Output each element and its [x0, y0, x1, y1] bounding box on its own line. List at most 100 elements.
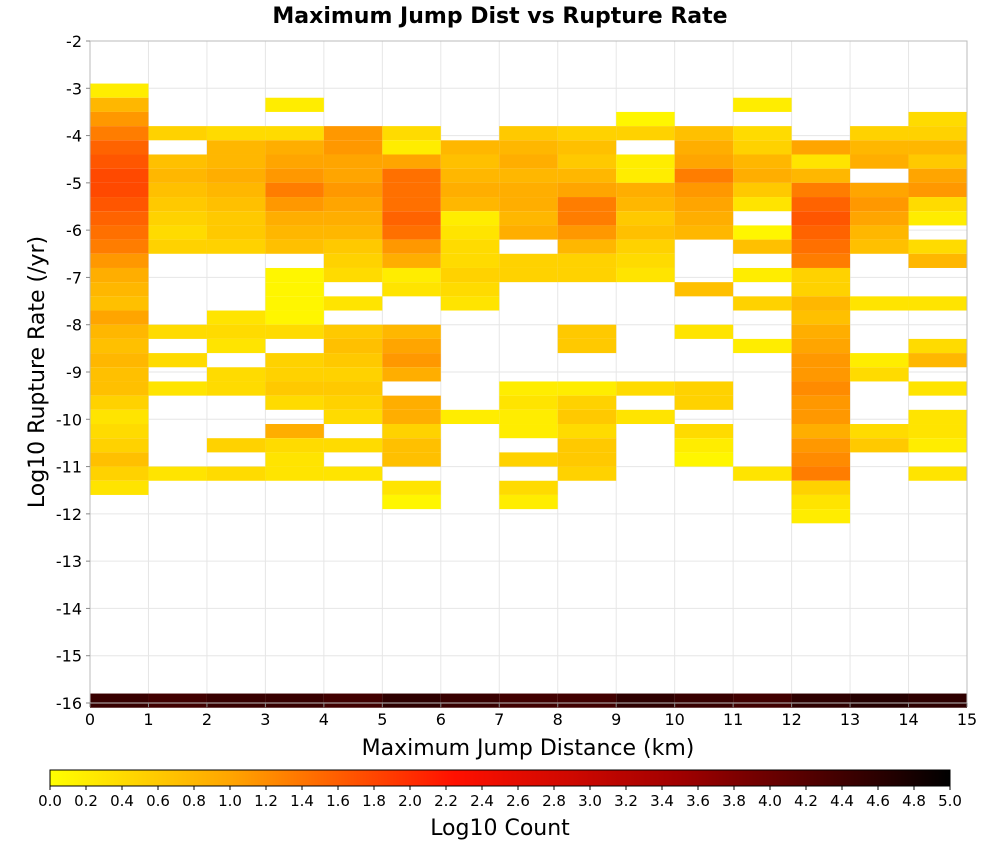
- heatmap-cell: [206, 126, 266, 141]
- heatmap-cell: [791, 466, 851, 481]
- heatmap-cell: [206, 140, 266, 155]
- heatmap-cell: [90, 83, 149, 98]
- heatmap-cell: [440, 225, 500, 240]
- heatmap-cell: [90, 225, 149, 240]
- heatmap-cell: [265, 466, 324, 481]
- heatmap-cell: [791, 154, 851, 169]
- heatmap-cell: [557, 253, 617, 268]
- heatmap-cell: [440, 168, 500, 183]
- heatmap-cell: [323, 409, 383, 425]
- heatmap-cell: [265, 310, 324, 325]
- heatmap-cell: [908, 381, 967, 396]
- heatmap-cell: [265, 381, 324, 396]
- y-tick-label: -7: [66, 268, 82, 287]
- heatmap-cell: [90, 126, 149, 141]
- heatmap-cell: [323, 466, 383, 481]
- heatmap-cell: [674, 438, 734, 453]
- y-tick-label: -3: [66, 79, 82, 98]
- heatmap-cell: [323, 438, 383, 453]
- heatmap-cell: [382, 126, 441, 141]
- heatmap-cell: [674, 154, 734, 169]
- heatmap-cell: [440, 409, 500, 425]
- heatmap-cell: [557, 395, 617, 410]
- heatmap-cell: [323, 267, 383, 283]
- heatmap-cell: [908, 353, 967, 368]
- heatmap-cell: [323, 225, 383, 240]
- heatmap-cell: [499, 424, 558, 439]
- heatmap-cell: [908, 338, 967, 354]
- colorbar-tick-label: 2.8: [542, 792, 566, 810]
- heatmap-cell: [382, 168, 441, 183]
- heatmap-cell: [908, 182, 967, 198]
- heatmap-cell: [90, 182, 149, 198]
- heatmap-cell: [206, 168, 266, 183]
- heatmap-cell: [850, 154, 909, 169]
- heatmap-cell: [733, 338, 792, 354]
- colorbar-tick-label: 1.6: [326, 792, 350, 810]
- heatmap-cell: [908, 438, 967, 453]
- heatmap-cell: [148, 239, 207, 254]
- heatmap-cell: [382, 182, 441, 198]
- heatmap-cell: [90, 367, 149, 382]
- y-tick-label: -10: [56, 410, 82, 429]
- heatmap-cell: [265, 197, 324, 212]
- heatmap-cell: [90, 452, 149, 467]
- heatmap-cell: [90, 211, 149, 226]
- heatmap-cell: [382, 225, 441, 240]
- heatmap-cell: [850, 424, 909, 439]
- colorbar-tick-label: 3.6: [686, 792, 710, 810]
- heatmap-cell: [499, 409, 558, 425]
- heatmap-cell: [90, 140, 149, 155]
- heatmap-cell: [733, 239, 792, 254]
- heatmap-cell: [440, 693, 500, 708]
- colorbar-tick-label: 4.0: [758, 792, 782, 810]
- heatmap-cell: [557, 466, 617, 481]
- heatmap-cell: [265, 367, 324, 382]
- heatmap-cell: [616, 267, 675, 283]
- heatmap-cell: [382, 395, 441, 410]
- heatmap-cells: [90, 83, 967, 708]
- heatmap-cell: [499, 154, 558, 169]
- y-tick-label: -6: [66, 221, 82, 240]
- colorbar-tick-label: 0.0: [38, 792, 62, 810]
- colorbar-tick-label: 2.4: [470, 792, 494, 810]
- y-axis-ticks: -2 -3 -4 -5 -6 -7 -8 -9 -10 -11 -12 -13 -14 -15 -16: [56, 32, 90, 713]
- heatmap-cell: [499, 253, 558, 268]
- heatmap-cell: [908, 239, 967, 254]
- heatmap-cell: [791, 310, 851, 325]
- heatmap-cell: [908, 693, 967, 708]
- heatmap-cell: [440, 211, 500, 226]
- heatmap-cell: [90, 168, 149, 183]
- heatmap-cell: [791, 395, 851, 410]
- heatmap-cell: [850, 353, 909, 368]
- heatmap-cell: [265, 353, 324, 368]
- heatmap-cell: [90, 267, 149, 283]
- colorbar-ticks: 0.0 0.2 0.4 0.6 0.8 1.0 1.2 1.4 1.6 1.8 2.0 2.2 2.4 2…: [38, 786, 962, 810]
- heatmap-cell: [265, 168, 324, 183]
- heatmap-cell: [440, 154, 500, 169]
- colorbar-label: Log10 Count: [430, 816, 570, 841]
- heatmap-cell: [908, 126, 967, 141]
- heatmap-cell: [557, 381, 617, 396]
- heatmap-cell: [557, 693, 617, 708]
- heatmap-cell: [206, 367, 266, 382]
- heatmap-cell: [791, 381, 851, 396]
- heatmap-cell: [90, 197, 149, 212]
- heatmap-cell: [791, 324, 851, 339]
- heatmap-cell: [674, 324, 734, 339]
- heatmap-cell: [382, 140, 441, 155]
- heatmap-cell: [206, 693, 266, 708]
- x-axis-ticks: 0 1 2 3 4 5 6 7 8 9 10 11 12 13 14 15: [85, 703, 977, 729]
- heatmap-cell: [791, 225, 851, 240]
- x-tick-label: 13: [840, 710, 860, 729]
- heatmap-cell: [791, 338, 851, 354]
- heatmap-cell: [616, 168, 675, 183]
- heatmap-cell: [791, 267, 851, 283]
- heatmap-cell: [557, 438, 617, 453]
- heatmap-cell: [323, 296, 383, 311]
- heatmap-cell: [616, 197, 675, 212]
- heatmap-cell: [90, 693, 149, 708]
- heatmap-cell: [557, 211, 617, 226]
- heatmap-cell: [206, 154, 266, 169]
